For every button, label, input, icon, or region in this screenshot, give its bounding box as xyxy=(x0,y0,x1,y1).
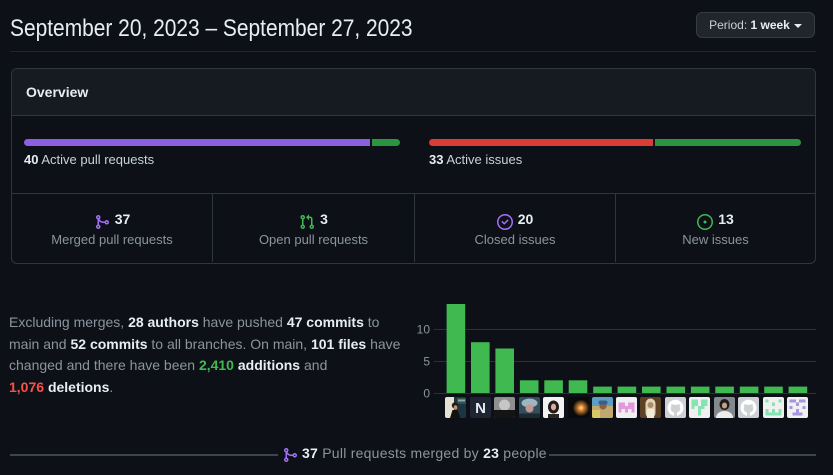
svg-text:5: 5 xyxy=(423,355,430,369)
svg-text:N: N xyxy=(475,400,486,417)
svg-text:0: 0 xyxy=(423,387,430,401)
svg-text:10: 10 xyxy=(417,323,431,337)
